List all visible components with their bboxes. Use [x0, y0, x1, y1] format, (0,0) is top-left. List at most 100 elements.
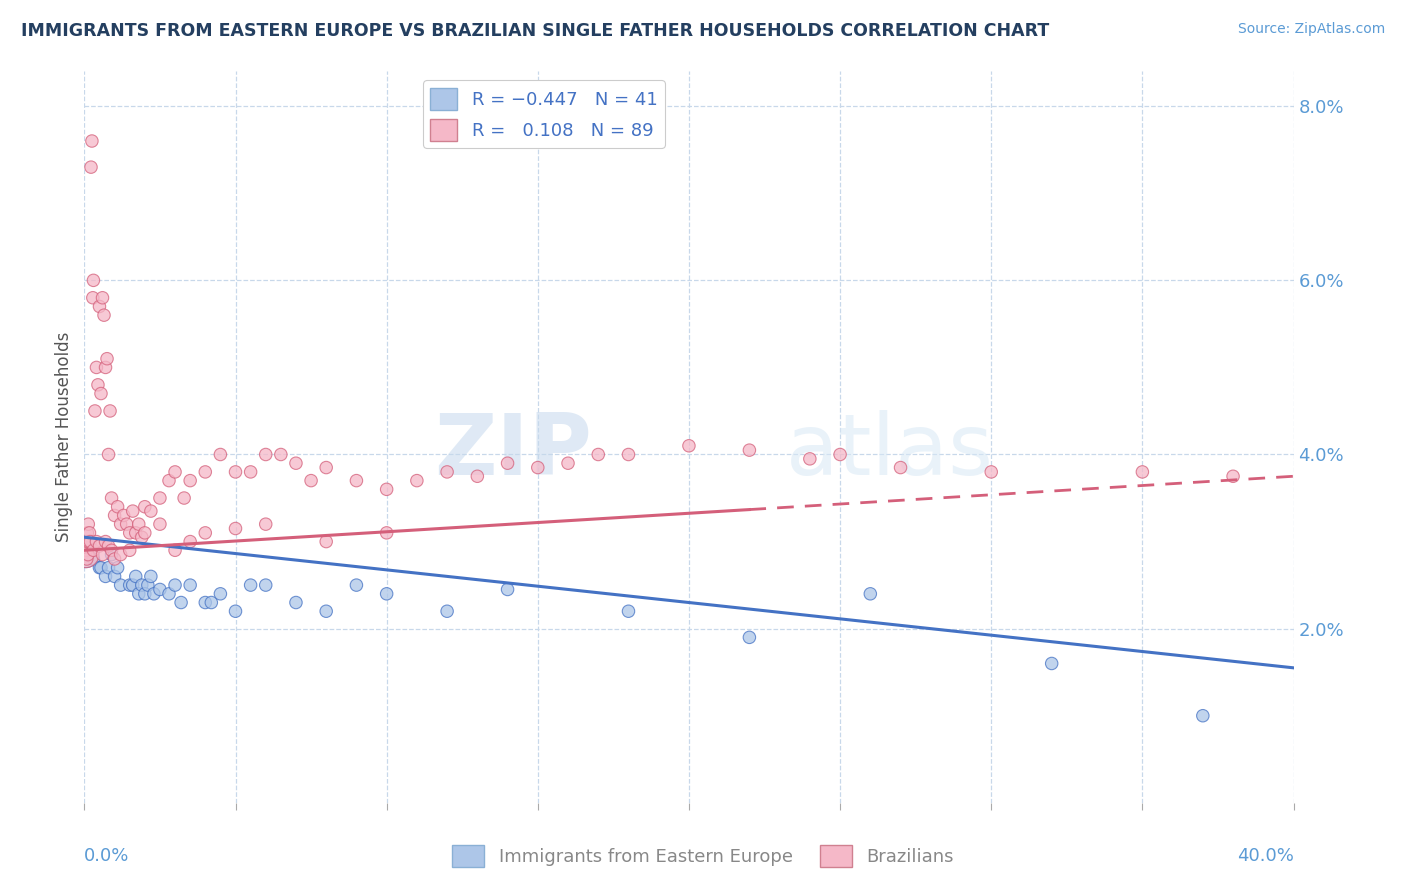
- Point: [1132, 465, 1154, 479]
- Point: [91, 548, 114, 562]
- Point: [136, 578, 159, 592]
- Point: [1040, 657, 1063, 671]
- Point: [225, 521, 247, 535]
- Point: [118, 543, 141, 558]
- Y-axis label: Single Father Households: Single Father Households: [55, 332, 73, 542]
- Point: [94, 534, 117, 549]
- Point: [76, 525, 98, 540]
- Point: [588, 448, 610, 462]
- Point: [315, 534, 337, 549]
- Point: [75, 548, 97, 562]
- Point: [82, 273, 104, 287]
- Point: [200, 595, 222, 609]
- Point: [890, 460, 912, 475]
- Point: [79, 525, 101, 540]
- Point: [94, 360, 117, 375]
- Text: atlas: atlas: [786, 410, 994, 493]
- Point: [299, 474, 322, 488]
- Point: [346, 474, 368, 488]
- Point: [179, 534, 201, 549]
- Point: [100, 491, 122, 505]
- Point: [179, 578, 201, 592]
- Point: [149, 517, 172, 532]
- Point: [170, 595, 193, 609]
- Point: [80, 134, 103, 148]
- Point: [118, 525, 141, 540]
- Point: [77, 517, 100, 532]
- Point: [100, 543, 122, 558]
- Point: [96, 351, 118, 366]
- Point: [1192, 708, 1215, 723]
- Point: [375, 525, 398, 540]
- Point: [107, 560, 129, 574]
- Point: [165, 465, 187, 479]
- Point: [107, 500, 129, 514]
- Point: [738, 631, 761, 645]
- Point: [112, 508, 135, 523]
- Point: [436, 465, 458, 479]
- Point: [77, 548, 100, 562]
- Point: [89, 539, 111, 553]
- Point: [194, 465, 217, 479]
- Point: [104, 569, 127, 583]
- Point: [110, 548, 132, 562]
- Point: [157, 587, 180, 601]
- Point: [149, 491, 172, 505]
- Point: [285, 595, 308, 609]
- Point: [496, 582, 519, 597]
- Point: [285, 456, 308, 470]
- Point: [80, 160, 103, 174]
- Point: [82, 543, 104, 558]
- Point: [165, 543, 187, 558]
- Point: [121, 578, 143, 592]
- Point: [134, 500, 156, 514]
- Point: [239, 578, 262, 592]
- Text: 40.0%: 40.0%: [1237, 847, 1294, 864]
- Point: [125, 525, 148, 540]
- Point: [830, 448, 852, 462]
- Point: [90, 386, 112, 401]
- Point: [139, 504, 162, 518]
- Point: [97, 539, 120, 553]
- Point: [254, 578, 277, 592]
- Point: [87, 377, 110, 392]
- Point: [149, 582, 172, 597]
- Point: [179, 474, 201, 488]
- Point: [209, 587, 232, 601]
- Point: [84, 404, 107, 418]
- Point: [134, 587, 156, 601]
- Point: [254, 517, 277, 532]
- Point: [139, 569, 162, 583]
- Point: [375, 587, 398, 601]
- Point: [859, 587, 882, 601]
- Point: [110, 578, 132, 592]
- Point: [527, 460, 550, 475]
- Point: [315, 460, 337, 475]
- Point: [239, 465, 262, 479]
- Point: [98, 404, 121, 418]
- Point: [467, 469, 489, 483]
- Point: [79, 534, 101, 549]
- Point: [97, 448, 120, 462]
- Text: ZIP: ZIP: [434, 410, 592, 493]
- Point: [617, 604, 640, 618]
- Point: [406, 474, 429, 488]
- Point: [194, 525, 217, 540]
- Point: [173, 491, 195, 505]
- Point: [225, 604, 247, 618]
- Point: [104, 552, 127, 566]
- Point: [131, 578, 153, 592]
- Point: [980, 465, 1002, 479]
- Point: [118, 578, 141, 592]
- Point: [617, 448, 640, 462]
- Point: [121, 504, 143, 518]
- Point: [82, 291, 104, 305]
- Point: [270, 448, 292, 462]
- Point: [128, 587, 150, 601]
- Point: [89, 560, 111, 574]
- Text: IMMIGRANTS FROM EASTERN EUROPE VS BRAZILIAN SINGLE FATHER HOUSEHOLDS CORRELATION: IMMIGRANTS FROM EASTERN EUROPE VS BRAZIL…: [21, 22, 1049, 40]
- Point: [134, 525, 156, 540]
- Point: [86, 360, 108, 375]
- Point: [557, 456, 579, 470]
- Point: [91, 291, 114, 305]
